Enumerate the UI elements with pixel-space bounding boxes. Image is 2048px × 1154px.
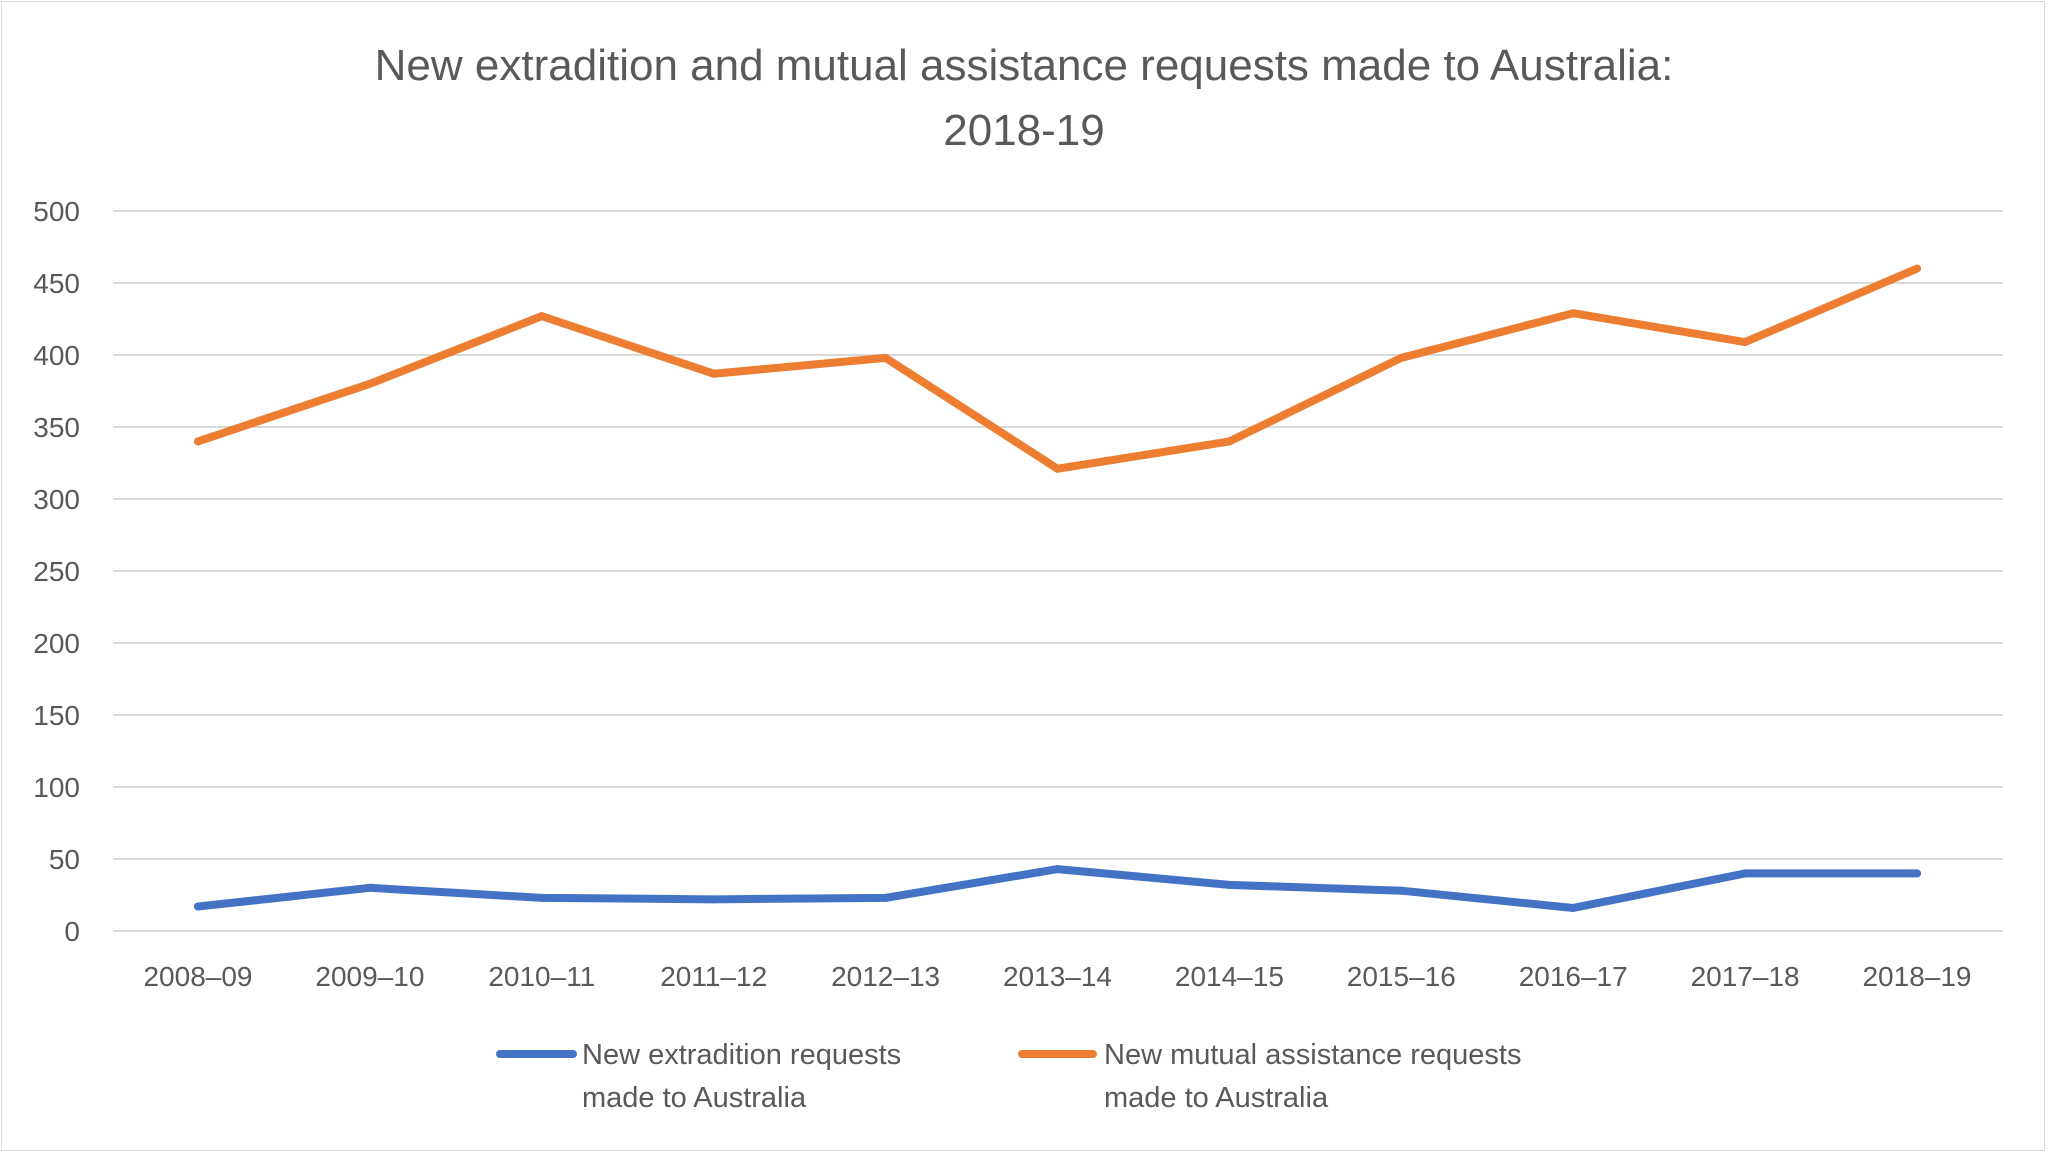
- y-tick-label: 150: [33, 700, 80, 731]
- x-axis-tick-labels: 2008–09 2009–10 2010–11 2011–12 2012–13 2013–…: [143, 961, 1971, 992]
- data-point: [1913, 264, 1921, 273]
- y-tick-label: 50: [49, 844, 80, 875]
- data-point: [1569, 309, 1578, 318]
- x-tick-label: 2015–16: [1347, 961, 1456, 992]
- y-axis-tick-labels: 0 50 100 150 200 250 300 350 400 450 500: [33, 196, 80, 947]
- data-point: [881, 893, 890, 902]
- data-point: [1397, 353, 1406, 362]
- legend-label-extradition-line-2: made to Australia: [582, 1082, 807, 1114]
- data-point: [1225, 880, 1234, 889]
- y-tick-label: 100: [33, 772, 80, 803]
- data-point: [365, 883, 374, 892]
- data-point: [709, 369, 718, 378]
- legend: New extradition requests made to Austral…: [496, 1039, 1521, 1114]
- data-point: [194, 437, 202, 446]
- chart-title-line-2: 2018-19: [943, 106, 1104, 155]
- x-tick-label: 2014–15: [1175, 961, 1284, 992]
- y-tick-label: 450: [33, 268, 80, 299]
- y-tick-label: 400: [33, 340, 80, 371]
- legend-label-mutual-assistance-line-1: New mutual assistance requests: [1104, 1039, 1521, 1071]
- data-point: [365, 379, 374, 388]
- series-line-extradition: [194, 865, 1921, 912]
- x-tick-label: 2010–11: [488, 961, 595, 992]
- data-point: [1053, 865, 1062, 874]
- data-point: [1741, 869, 1750, 878]
- data-point: [709, 895, 718, 904]
- x-tick-label: 2017–18: [1691, 961, 1800, 992]
- gridlines: [113, 210, 2003, 932]
- x-tick-label: 2016–17: [1519, 961, 1628, 992]
- series-lines: [194, 264, 1921, 912]
- chart-title-line-1: New extradition and mutual assistance re…: [375, 41, 1674, 90]
- y-tick-label: 500: [33, 196, 80, 227]
- legend-label-mutual-assistance-line-2: made to Australia: [1104, 1082, 1329, 1114]
- x-tick-label: 2008–09: [143, 961, 252, 992]
- y-tick-label: 250: [33, 556, 80, 587]
- y-tick-label: 350: [33, 412, 80, 443]
- data-point: [537, 312, 546, 321]
- data-point: [1569, 903, 1578, 912]
- y-tick-label: 300: [33, 484, 80, 515]
- x-tick-label: 2012–13: [831, 961, 940, 992]
- data-point: [1225, 437, 1234, 446]
- data-point: [1397, 886, 1406, 895]
- data-point: [881, 353, 890, 362]
- x-tick-label: 2013–14: [1003, 961, 1112, 992]
- data-point: [1913, 869, 1921, 878]
- data-point: [1053, 464, 1062, 473]
- series-line-mutual-assistance: [194, 264, 1921, 473]
- x-tick-label: 2011–12: [660, 961, 767, 992]
- chart-title: New extradition and mutual assistance re…: [375, 41, 1674, 155]
- x-tick-label: 2009–10: [315, 961, 424, 992]
- legend-label-extradition-line-1: New extradition requests: [582, 1039, 901, 1071]
- y-tick-label: 200: [33, 628, 80, 659]
- data-point: [537, 893, 546, 902]
- data-point: [194, 902, 202, 911]
- data-point: [1741, 338, 1750, 347]
- x-tick-label: 2018–19: [1862, 961, 1971, 992]
- y-tick-label: 0: [64, 916, 80, 947]
